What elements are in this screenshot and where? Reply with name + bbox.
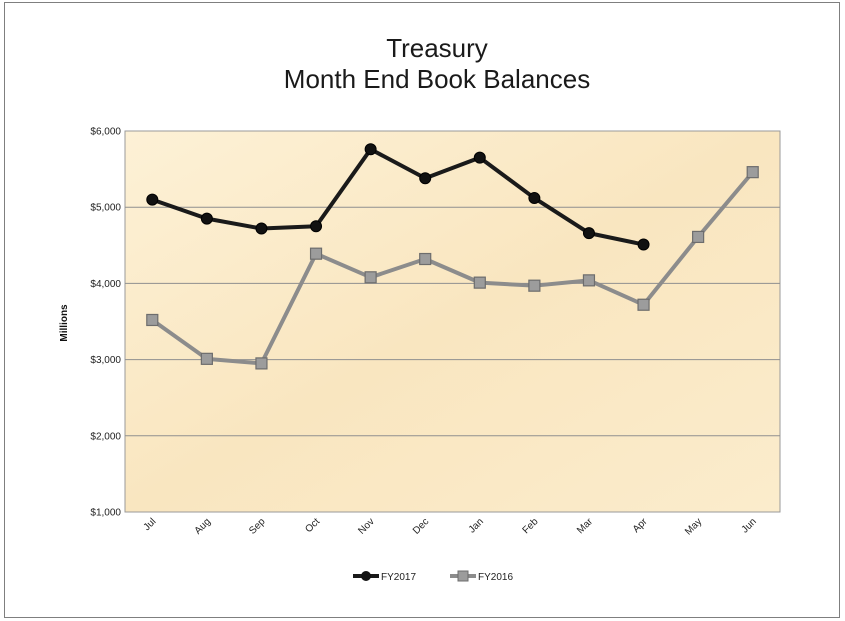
y-tick-label: $4,000	[90, 279, 121, 290]
series-line-fy2016	[151, 170, 755, 366]
x-tick-label: Jun	[740, 516, 759, 535]
data-point	[473, 276, 486, 289]
data-point	[255, 222, 268, 235]
x-tick-label: Jul	[142, 516, 159, 533]
data-point	[528, 279, 541, 292]
data-point	[582, 227, 595, 240]
y-tick-label: $5,000	[90, 203, 121, 214]
y-tick-label: $1,000	[90, 508, 121, 519]
y-axis-ticks: $1,000 $2,000 $3,000 $4,000 $5,000 $6,000	[90, 127, 121, 519]
series-fy2017	[146, 143, 650, 251]
data-point	[255, 357, 268, 370]
x-tick-label: Mar	[575, 516, 595, 536]
data-point	[364, 271, 377, 284]
x-tick-label: Jan	[467, 516, 486, 535]
chart-title: Treasury	[386, 33, 488, 63]
data-point	[310, 220, 323, 233]
plot-area	[124, 130, 781, 513]
series-line-fy2017	[151, 147, 644, 247]
data-point	[692, 230, 705, 244]
data-point	[419, 252, 432, 266]
legend-item-fy2017: FY2017	[353, 571, 416, 583]
x-tick-label: Apr	[631, 516, 650, 535]
data-point	[146, 193, 159, 206]
chart-subtitle: Month End Book Balances	[284, 64, 590, 94]
x-tick-label: Sep	[247, 516, 268, 537]
series-fy2016	[146, 166, 759, 370]
legend-swatch-fy2016-marker	[457, 570, 469, 582]
line-chart: Treasury Month End Book Balances $1,000$…	[59, 33, 781, 583]
x-tick-label: Nov	[356, 516, 376, 536]
legend-label-fy2016: FY2016	[478, 572, 513, 583]
data-point	[146, 313, 159, 327]
legend: FY2017 FY2016	[353, 570, 513, 583]
x-tick-label: May	[683, 516, 704, 537]
chart-frame: Treasury Month End Book Balances $1,000 $…	[4, 2, 840, 618]
legend-item-fy2016: FY2016	[450, 570, 513, 583]
data-point	[200, 352, 213, 365]
x-axis-ticks: Jul Aug Sep Oct Nov Dec Jan Feb Mar Apr May Jun	[142, 516, 759, 538]
y-tick-label: $6,000	[90, 127, 121, 138]
x-tick-label: Oct	[303, 516, 322, 535]
data-point	[528, 192, 541, 205]
data-point	[473, 151, 486, 164]
data-point	[419, 172, 432, 185]
data-point	[200, 212, 213, 225]
x-tick-label: Dec	[411, 516, 431, 536]
x-tick-label: Feb	[521, 516, 541, 536]
data-point	[582, 274, 596, 287]
series-layer	[146, 143, 759, 370]
x-tick-label: Aug	[193, 516, 213, 536]
data-point	[364, 143, 377, 156]
y-tick-label: $2,000	[90, 431, 121, 442]
legend-label-fy2017: FY2017	[381, 572, 416, 583]
y-axis-label: Millions	[59, 304, 70, 342]
y-tick-label: $3,000	[90, 355, 121, 366]
data-point	[637, 238, 650, 251]
data-point	[309, 247, 323, 260]
legend-swatch-fy2017-marker	[361, 571, 371, 581]
data-point	[637, 298, 650, 311]
data-point	[746, 166, 759, 179]
